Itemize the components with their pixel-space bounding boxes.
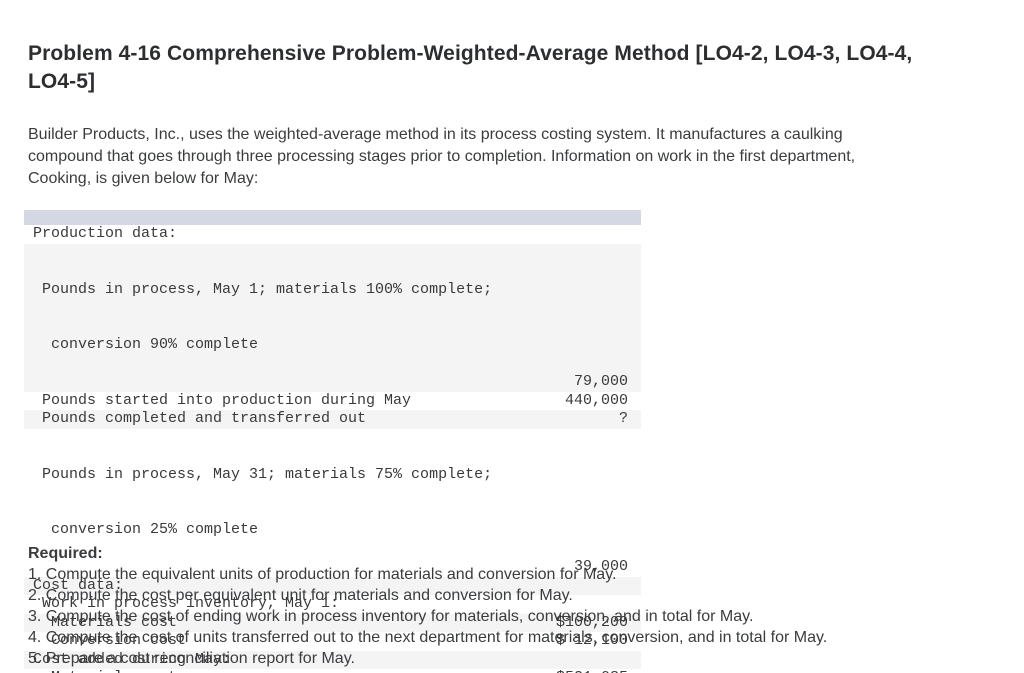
required-item-4: 4. Compute the cost of units transferred… [28, 629, 828, 646]
row-value: 440,000 [564, 391, 628, 409]
table-row-materials-cost-added: Materials cost $521,085 [24, 669, 641, 673]
row-value: 79,000 [573, 373, 628, 390]
row-label: Pounds started into production during Ma… [42, 391, 412, 409]
row-label: Materials cost [24, 669, 556, 673]
intro-line: compound that goes through three process… [28, 148, 856, 165]
production-cost-data-table: Production data: Pounds in process, May … [24, 210, 641, 673]
row-label: Production data: [33, 225, 178, 242]
row-value: $100,200 [555, 613, 628, 631]
intro-paragraph: Builder Products, Inc., uses the weighte… [28, 124, 855, 190]
row-value: 39,000 [573, 558, 628, 575]
table-row-materials-cost-beginning: Materials cost $100,200 [24, 613, 641, 632]
row-label: Cost data: [33, 576, 124, 594]
required-item-1: 1. Compute the equivalent units of produ… [28, 566, 617, 583]
required-item-5: 5. Prepare a cost reconciliation report … [28, 650, 355, 667]
table-row-pounds-completed: Pounds completed and transferred out ? [24, 410, 641, 429]
required-item-2: 2. Compute the cost per equivalent unit … [28, 587, 573, 604]
row-value: $ 12,100 [555, 632, 628, 649]
page-title-line-2: LO4-5] [28, 70, 96, 93]
row-label: Pounds in process, May 1; materials 100%… [42, 280, 493, 298]
row-label: Pounds completed and transferred out [42, 410, 367, 427]
table-row-pounds-in-process-may1: Pounds in process, May 1; materials 100%… [24, 243, 641, 392]
required-heading: Required: [28, 545, 103, 562]
row-label: Materials cost [51, 613, 178, 631]
table-row-conversion-cost-beginning: Conversion cost $ 12,100 [24, 632, 641, 651]
row-label: Cost added during May: [33, 650, 232, 668]
table-row-cost-added: Cost added during May: [24, 650, 641, 669]
page-title-line-1: Problem 4-16 Comprehensive Problem-Weigh… [28, 42, 913, 65]
row-label: Work in process inventory, May 1: [42, 595, 340, 612]
row-label: Pounds in process, May 31; materials 75%… [42, 465, 493, 483]
table-row-pounds-in-process-may31: Pounds in process, May 31; materials 75%… [24, 429, 641, 577]
intro-line: Cooking, is given below for May: [28, 170, 259, 187]
row-label-continued: conversion 90% complete [51, 336, 259, 353]
intro-line: Builder Products, Inc., uses the weighte… [28, 126, 843, 143]
page-title: Problem 4-16 Comprehensive Problem-Weigh… [28, 40, 912, 96]
row-value: $521,085 [556, 669, 641, 673]
row-label: Conversion cost [51, 632, 187, 649]
row-value: ? [618, 410, 628, 427]
table-row-pounds-started: Pounds started into production during Ma… [24, 392, 641, 411]
table-top-bar [24, 210, 641, 225]
required-item-3: 3. Compute the cost of ending work in pr… [28, 608, 754, 625]
required-section: Required: 1. Compute the equivalent unit… [28, 543, 827, 669]
row-label-continued: conversion 25% complete [51, 521, 259, 538]
table-row-cost-data: Cost data: [24, 576, 641, 595]
table-row-wip-inventory-may1: Work in process inventory, May 1: [24, 595, 641, 614]
table-row-production-data: Production data: [24, 225, 641, 244]
